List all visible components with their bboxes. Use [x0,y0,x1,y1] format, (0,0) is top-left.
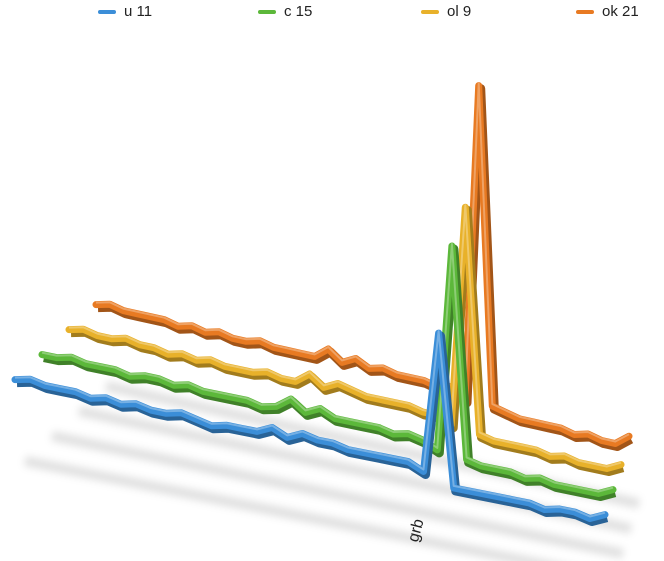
line [11,329,609,522]
floor-shadow [50,431,625,559]
series [11,329,609,526]
x-tick-label: grb [405,517,427,544]
legend-label: u 11 [124,3,152,20]
line [38,242,617,497]
series [38,242,617,501]
ribbon-highlight [95,82,630,443]
legend-label: ok 21 [602,3,639,20]
legend: u 11 c 15 ol 9 ok 21 [98,3,639,20]
line [92,82,633,447]
legend-label: c 15 [284,3,312,20]
ribbon-highlight [68,204,622,468]
ribbon-highlight [41,243,614,493]
series-lines [11,82,634,526]
floor-shadows [24,381,641,561]
ribbon-side [70,205,625,476]
ribbon-highlight [14,330,606,518]
floor-shadow [24,456,552,561]
series [65,203,625,476]
series [92,82,634,451]
legend-label: ol 9 [447,3,471,20]
line [65,203,625,472]
